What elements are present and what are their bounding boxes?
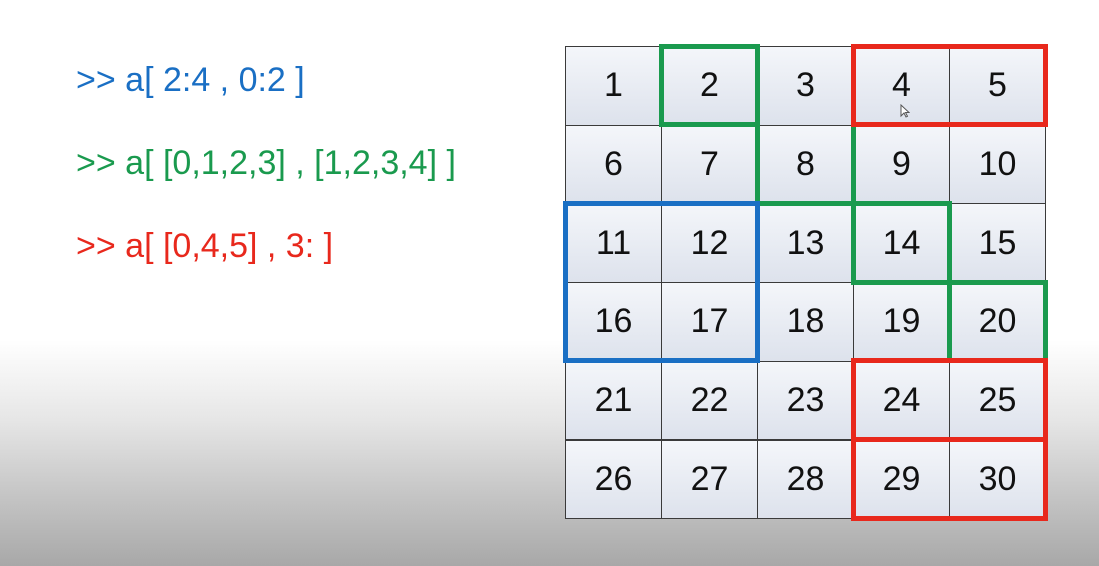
matrix-cell: 25 <box>949 360 1046 441</box>
matrix-cell: 22 <box>661 360 758 441</box>
matrix-cell: 29 <box>853 439 950 520</box>
matrix-cell: 14 <box>853 203 950 284</box>
matrix-cell: 6 <box>565 124 662 205</box>
matrix-cell: 26 <box>565 439 662 520</box>
matrix-cell: 23 <box>757 360 854 441</box>
matrix-cell: 3 <box>757 46 854 126</box>
matrix-cell: 24 <box>853 360 950 441</box>
matrix-cell: 27 <box>661 439 758 520</box>
matrix-grid: 1 2 3 4 5 6 7 8 9 10 11 12 13 14 15 16 17 18 19 20 21 22 23 24 2… <box>562 43 1048 521</box>
matrix-cell: 28 <box>757 439 854 520</box>
matrix-cell: 30 <box>949 439 1046 520</box>
matrix-cell: 15 <box>949 203 1046 284</box>
matrix-cell: 12 <box>661 203 758 284</box>
matrix-cell: 21 <box>565 360 662 441</box>
code-line-green-fancy-index: >> a[ [0,1,2,3] , [1,2,3,4] ] <box>76 144 456 182</box>
matrix-cell: 19 <box>853 282 950 362</box>
matrix-cell: 20 <box>949 282 1046 362</box>
code-line-blue-slice: >> a[ 2:4 , 0:2 ] <box>76 61 305 99</box>
matrix-cell: 5 <box>949 46 1046 126</box>
matrix-cell: 7 <box>661 124 758 205</box>
matrix-cell: 9 <box>853 124 950 205</box>
matrix-cell: 8 <box>757 124 854 205</box>
matrix-cell: 2 <box>661 46 758 126</box>
matrix-cell: 1 <box>565 46 662 126</box>
mouse-cursor-icon <box>900 104 910 118</box>
matrix-cell: 16 <box>565 282 662 362</box>
matrix-cell: 17 <box>661 282 758 362</box>
code-line-red-mixed-index: >> a[ [0,4,5] , 3: ] <box>76 227 334 265</box>
matrix-cell: 13 <box>757 203 854 284</box>
matrix-cell: 10 <box>949 124 1046 205</box>
matrix-cell: 11 <box>565 203 662 284</box>
matrix-cell: 18 <box>757 282 854 362</box>
